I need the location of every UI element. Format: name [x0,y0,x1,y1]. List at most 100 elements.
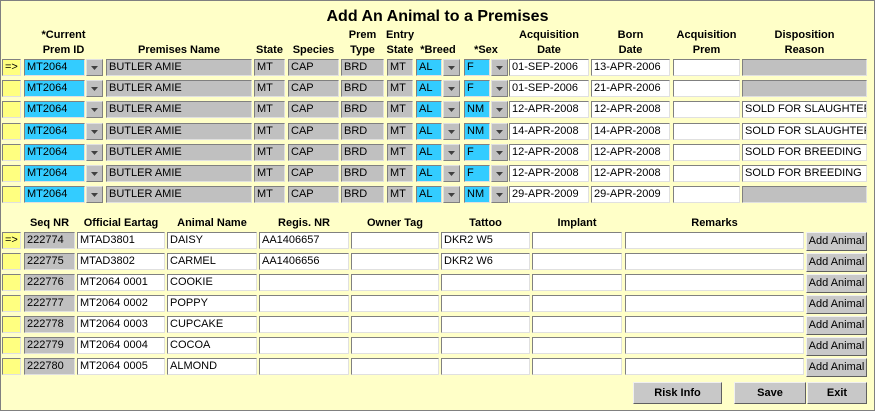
tattoo-field[interactable] [441,274,530,291]
regis-nr-field[interactable]: AA1406656 [259,253,349,270]
dropdown-button[interactable] [491,101,508,119]
regis-nr-field[interactable] [259,274,349,291]
add-animal-button[interactable]: Add Animal [806,253,867,272]
add-animal-button[interactable]: Add Animal [806,358,867,377]
acquisition-date-field[interactable]: 12-APR-2008 [509,143,589,161]
dropdown-button[interactable] [491,122,508,140]
sex-field[interactable]: NM [464,122,490,140]
breed-field[interactable]: AL [416,101,442,119]
dropdown-button[interactable] [443,101,460,119]
prem-id-field[interactable]: MT2064 [24,165,85,182]
dropdown-button[interactable] [443,186,460,204]
acquisition-date-field[interactable]: 29-APR-2009 [509,186,589,204]
acquisition-prem-field[interactable] [673,143,740,161]
acquisition-prem-field[interactable] [673,122,740,140]
add-animal-button[interactable]: Add Animal [806,232,867,251]
owner-tag-field[interactable] [351,337,439,354]
remarks-field[interactable] [625,358,804,375]
disposition-reason-field[interactable]: SOLD FOR BREEDING [742,165,867,182]
regis-nr-field[interactable] [259,295,349,312]
remarks-field[interactable] [625,232,804,249]
tattoo-field[interactable]: DKR2 W6 [441,253,530,270]
breed-field[interactable]: AL [416,186,442,204]
born-date-field[interactable]: 13-APR-2006 [591,59,670,76]
born-date-field[interactable]: 12-APR-2008 [591,101,670,119]
acquisition-prem-field[interactable] [673,165,740,182]
acquisition-prem-field[interactable] [673,101,740,119]
tattoo-field[interactable] [441,337,530,354]
tattoo-field[interactable] [441,295,530,312]
action-button[interactable]: Risk Info [633,382,722,404]
dropdown-button[interactable] [491,143,508,161]
dropdown-button[interactable] [491,186,508,204]
born-date-field[interactable]: 29-APR-2009 [591,186,670,204]
owner-tag-field[interactable] [351,295,439,312]
implant-field[interactable] [532,253,622,270]
prem-id-field[interactable]: MT2064 [24,101,85,119]
animal-name-field[interactable]: CARMEL [167,253,257,270]
animal-name-field[interactable]: COOKIE [167,274,257,291]
regis-nr-field[interactable] [259,316,349,333]
sex-field[interactable]: F [464,59,490,76]
acquisition-prem-field[interactable] [673,186,740,204]
born-date-field[interactable]: 14-APR-2008 [591,122,670,140]
born-date-field[interactable]: 12-APR-2008 [591,165,670,182]
animal-name-field[interactable]: ALMOND [167,358,257,375]
dropdown-button[interactable] [86,101,103,119]
implant-field[interactable] [532,295,622,312]
official-eartag-field[interactable]: MT2064 0003 [77,316,165,333]
dropdown-button[interactable] [86,186,103,204]
sex-field[interactable]: F [464,165,490,182]
remarks-field[interactable] [625,337,804,354]
animal-name-field[interactable]: CUPCAKE [167,316,257,333]
add-animal-button[interactable]: Add Animal [806,274,867,293]
dropdown-button[interactable] [443,80,460,98]
animal-name-field[interactable]: POPPY [167,295,257,312]
owner-tag-field[interactable] [351,253,439,270]
implant-field[interactable] [532,232,622,249]
official-eartag-field[interactable]: MT2064 0004 [77,337,165,354]
dropdown-button[interactable] [86,165,103,182]
sex-field[interactable]: F [464,143,490,161]
action-button[interactable]: Exit [807,382,867,404]
regis-nr-field[interactable] [259,358,349,375]
regis-nr-field[interactable] [259,337,349,354]
tattoo-field[interactable]: DKR2 W5 [441,232,530,249]
prem-id-field[interactable]: MT2064 [24,186,85,204]
dropdown-button[interactable] [491,165,508,182]
official-eartag-field[interactable]: MT2064 0005 [77,358,165,375]
prem-id-field[interactable]: MT2064 [24,80,85,98]
sex-field[interactable]: NM [464,186,490,204]
prem-id-field[interactable]: MT2064 [24,143,85,161]
dropdown-button[interactable] [443,143,460,161]
owner-tag-field[interactable] [351,232,439,249]
owner-tag-field[interactable] [351,358,439,375]
dropdown-button[interactable] [443,122,460,140]
add-animal-button[interactable]: Add Animal [806,337,867,356]
acquisition-date-field[interactable]: 01-SEP-2006 [509,80,589,98]
action-button[interactable]: Save [734,382,806,404]
disposition-reason-field[interactable]: SOLD FOR SLAUGHTER [742,101,867,119]
implant-field[interactable] [532,358,622,375]
dropdown-button[interactable] [443,165,460,182]
born-date-field[interactable]: 21-APR-2006 [591,80,670,98]
breed-field[interactable]: AL [416,80,442,98]
tattoo-field[interactable] [441,358,530,375]
implant-field[interactable] [532,316,622,333]
acquisition-prem-field[interactable] [673,59,740,76]
dropdown-button[interactable] [86,80,103,98]
dropdown-button[interactable] [491,80,508,98]
acquisition-date-field[interactable]: 12-APR-2008 [509,101,589,119]
dropdown-button[interactable] [443,59,460,76]
disposition-reason-field[interactable]: SOLD FOR BREEDING [742,143,867,161]
official-eartag-field[interactable]: MT2064 0001 [77,274,165,291]
add-animal-button[interactable]: Add Animal [806,295,867,314]
official-eartag-field[interactable]: MTAD3802 [77,253,165,270]
owner-tag-field[interactable] [351,316,439,333]
acquisition-date-field[interactable]: 12-APR-2008 [509,165,589,182]
prem-id-field[interactable]: MT2064 [24,59,85,76]
official-eartag-field[interactable]: MT2064 0002 [77,295,165,312]
breed-field[interactable]: AL [416,122,442,140]
official-eartag-field[interactable]: MTAD3801 [77,232,165,249]
born-date-field[interactable]: 12-APR-2008 [591,143,670,161]
